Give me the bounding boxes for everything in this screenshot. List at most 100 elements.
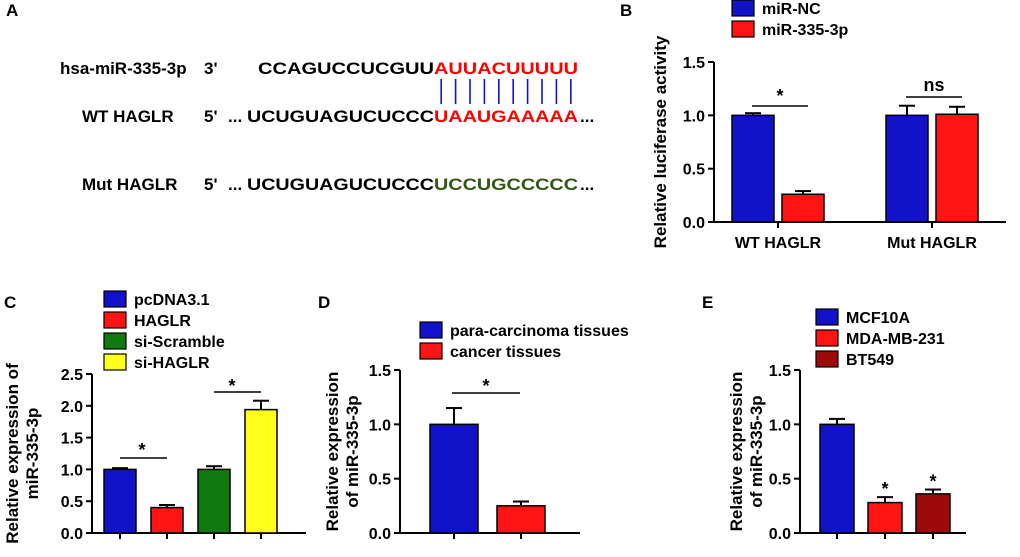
mut-seq-colored: UCCUGCCCCC <box>434 175 578 194</box>
chart-b-luciferase: 0.0 0.5 1.0 1.5 Relative luciferase activity… <box>651 0 1006 252</box>
mirna-name: hsa-miR-335-3p <box>60 59 187 78</box>
sequence-row-mut: Mut HAGLR 5' ... UCUGUAGUCUCCC UCCUGCCCC… <box>82 175 594 194</box>
legend-swatch <box>815 329 839 347</box>
significance-star: * <box>776 86 783 106</box>
wt-seq-black: UCUGUAGUCUCCC <box>247 107 434 126</box>
mut-suffix: ... <box>580 175 594 194</box>
wt-end: 5' <box>204 107 218 126</box>
y-axis-label: miR-335-3p <box>23 408 42 500</box>
y-axis-label: of miR-335-3p <box>747 395 766 507</box>
chart-d-tissues: 0.0 0.5 1.0 1.5 Relative expression of miR-33… <box>323 321 629 543</box>
y-axis-label: Relative expression of <box>3 363 22 544</box>
bar <box>885 114 929 223</box>
y-axis-label: of miR-335-3p <box>343 395 362 507</box>
legend-label: si-HAGLR <box>134 355 210 372</box>
wt-name: WT HAGLR <box>82 107 174 126</box>
y-tick-label: 1.5 <box>61 431 83 448</box>
chart-e-cell-lines: 0.0 0.5 1.0 1.5 Relative expression of miR-33… <box>727 308 966 543</box>
legend-label: si-Scramble <box>134 334 225 351</box>
bar <box>867 501 903 534</box>
legend-swatch <box>419 321 443 339</box>
y-tick-label: 1.5 <box>683 55 705 72</box>
y-tick-label: 1.0 <box>769 417 791 434</box>
bar <box>915 493 951 534</box>
mut-prefix: ... <box>228 175 242 194</box>
bar <box>244 408 278 534</box>
significance-ns: ns <box>923 75 944 95</box>
panel-b-label: B <box>620 1 632 20</box>
legend-label: para-carcinoma tissues <box>450 323 629 340</box>
bar <box>150 506 184 534</box>
bar <box>935 113 979 223</box>
legend-label: miR-335-3p <box>762 22 848 39</box>
panel-e-label: E <box>702 293 713 312</box>
bar <box>819 423 855 534</box>
y-tick-label: 0.5 <box>61 494 83 511</box>
wt-suffix: ... <box>580 107 594 126</box>
base-pairing-lines <box>440 79 572 104</box>
legend-swatch <box>103 332 127 350</box>
legend-label: pcDNA3.1 <box>134 292 210 309</box>
y-tick-label: 0.5 <box>369 472 391 489</box>
legend-swatch <box>815 308 839 326</box>
mut-name: Mut HAGLR <box>82 175 177 194</box>
y-tick-label: 0.0 <box>369 526 391 543</box>
x-tick-label: WT HAGLR <box>735 235 822 252</box>
significance-star: * <box>929 472 936 492</box>
panel-a: A hsa-miR-335-3p 3' CCAGUCCUCGUU AUUACUU… <box>6 1 594 194</box>
y-axis-label: Relative expression <box>727 372 746 532</box>
panel-c-label: C <box>4 293 16 312</box>
significance-star: * <box>228 376 235 396</box>
sequence-row-wt: WT HAGLR 5' ... UCUGUAGUCUCCC UAAUGAAAAA… <box>82 107 594 126</box>
y-tick-label: 1.0 <box>683 108 705 125</box>
mirna-end: 3' <box>204 59 218 78</box>
bar <box>103 468 137 534</box>
legend-swatch <box>731 20 755 38</box>
legend-label: MDA-MB-231 <box>846 331 945 348</box>
sequence-row-mirna: hsa-miR-335-3p 3' CCAGUCCUCGUU AUUACUUUU… <box>60 59 578 78</box>
bar <box>781 193 825 223</box>
legend-label: cancer tissues <box>450 344 561 361</box>
bar <box>197 468 231 534</box>
legend-swatch <box>419 342 443 360</box>
y-tick-label: 1.5 <box>369 363 391 380</box>
legend-swatch <box>103 290 127 308</box>
mirna-seq-colored: AUUACUUUUU <box>434 59 578 78</box>
y-axis-label: Relative luciferase activity <box>651 35 670 248</box>
y-tick-label: 2.0 <box>61 399 83 416</box>
legend-swatch <box>103 311 127 329</box>
significance-star: * <box>138 440 145 460</box>
legend-label: MCF10A <box>846 310 910 327</box>
y-tick-label: 0.0 <box>683 215 705 232</box>
x-tick-label: Mut HAGLR <box>887 235 977 252</box>
significance-star: * <box>482 376 489 396</box>
mut-end: 5' <box>204 175 218 194</box>
legend-swatch <box>103 353 127 371</box>
significance-star: * <box>881 479 888 499</box>
y-tick-label: 1.5 <box>769 363 791 380</box>
mirna-seq-black: CCAGUCCUCGUU <box>258 59 434 78</box>
mut-seq-black: UCUGUAGUCUCCC <box>247 175 434 194</box>
y-tick-label: 0.0 <box>61 526 83 543</box>
wt-prefix: ... <box>228 107 242 126</box>
y-tick-label: 0.0 <box>769 526 791 543</box>
y-tick-label: 2.5 <box>61 367 83 384</box>
y-tick-label: 1.0 <box>369 417 391 434</box>
y-tick-label: 1.0 <box>61 462 83 479</box>
legend-swatch <box>815 350 839 368</box>
legend-label: miR-NC <box>762 1 821 18</box>
bar <box>429 423 479 534</box>
bar <box>496 505 546 534</box>
legend-label: HAGLR <box>134 313 191 330</box>
bar <box>731 114 775 223</box>
legend-label: BT549 <box>846 352 894 369</box>
panel-a-label: A <box>6 1 18 20</box>
legend-swatch <box>731 0 755 17</box>
chart-c-expression: 0.0 0.5 1.0 1.5 2.0 2.5 Relative expression of… <box>3 290 306 544</box>
y-axis-label: Relative expression <box>323 372 342 532</box>
panel-d-label: D <box>318 293 330 312</box>
y-tick-label: 0.5 <box>769 472 791 489</box>
wt-seq-colored: UAAUGAAAAA <box>434 107 578 126</box>
y-tick-label: 0.5 <box>683 162 705 179</box>
